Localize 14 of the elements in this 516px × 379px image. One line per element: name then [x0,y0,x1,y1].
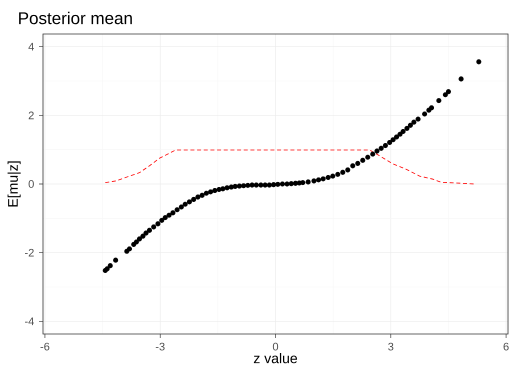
y-tick-label: -2 [24,248,34,256]
x-tick-label: 6 [504,342,509,350]
x-tick-label: 0 [272,342,278,350]
y-axis-title: E[mu|z] [8,161,21,206]
line-series [104,150,475,184]
y-tick-label: 0 [28,180,34,188]
x-axis-title: z value [254,352,298,364]
x-tick-label: -3 [156,342,165,350]
chart-title: Posterior mean [19,12,132,24]
y-tick-label: 2 [28,112,34,120]
y-tick-label: -4 [24,318,34,326]
x-tick-label: 3 [388,342,394,350]
x-tick-label: -6 [40,342,50,350]
y-tick-label: 4 [28,42,34,50]
